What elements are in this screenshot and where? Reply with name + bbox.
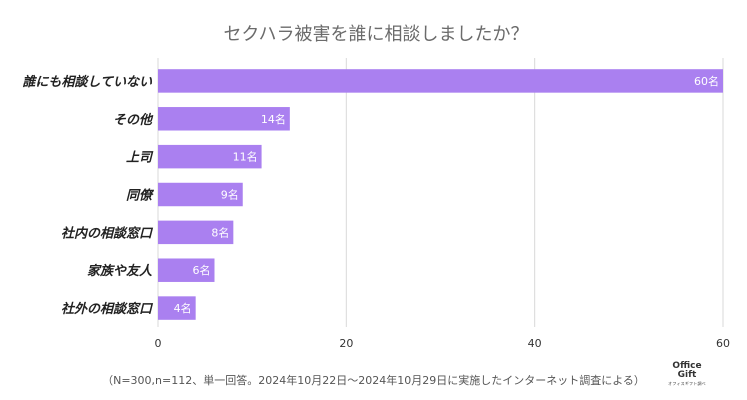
data-label: 11名 [233, 150, 258, 164]
data-label: 4名 [174, 301, 192, 315]
data-label: 8名 [211, 225, 229, 239]
category-label: 誰にも相談していない [22, 74, 153, 90]
data-label: 9名 [221, 188, 239, 202]
x-tick-label: 0 [155, 337, 162, 350]
data-label: 60名 [694, 74, 719, 88]
logo-line-2: Gift [677, 370, 697, 380]
category-label: 上司 [126, 151, 154, 166]
category-label: その他 [113, 112, 154, 128]
x-tick-label: 60 [716, 337, 730, 350]
x-tick-label: 20 [339, 337, 353, 350]
data-label: 6名 [193, 263, 211, 277]
bar [158, 69, 723, 93]
data-label: 14名 [261, 112, 286, 126]
category-label: 家族や友人 [87, 263, 153, 279]
bar [158, 296, 196, 320]
chart-title: セクハラ被害を誰に相談しましたか？ [223, 24, 528, 45]
logo-line-1: Office [672, 361, 702, 371]
footnote: （N=300,n=112、単一回答。2024年10月22日〜2024年10月29… [102, 374, 645, 387]
bar [158, 220, 234, 245]
bars: 60名 14名 11名 9名 8名 6名 4名 [158, 69, 723, 320]
bar [158, 107, 290, 131]
category-label: 社内の相談窓口 [61, 225, 154, 241]
category-label: 同僚 [126, 188, 155, 204]
x-tick-label: 40 [528, 337, 542, 350]
bar [158, 182, 243, 207]
logo-subtitle: オフィスギフト調べ [668, 381, 706, 386]
office-gift-logo: Office Gift オフィスギフト調べ [662, 362, 712, 386]
x-axis-ticks: 0 20 40 60 [155, 337, 731, 350]
category-label: 社外の相談窓口 [61, 301, 154, 317]
bar-chart: セクハラ被害を誰に相談しましたか？ 60名 14名 11名 9名 8名 6名 4名 誰にも相… [22, 24, 731, 350]
bar [158, 258, 215, 282]
bar [158, 144, 262, 169]
